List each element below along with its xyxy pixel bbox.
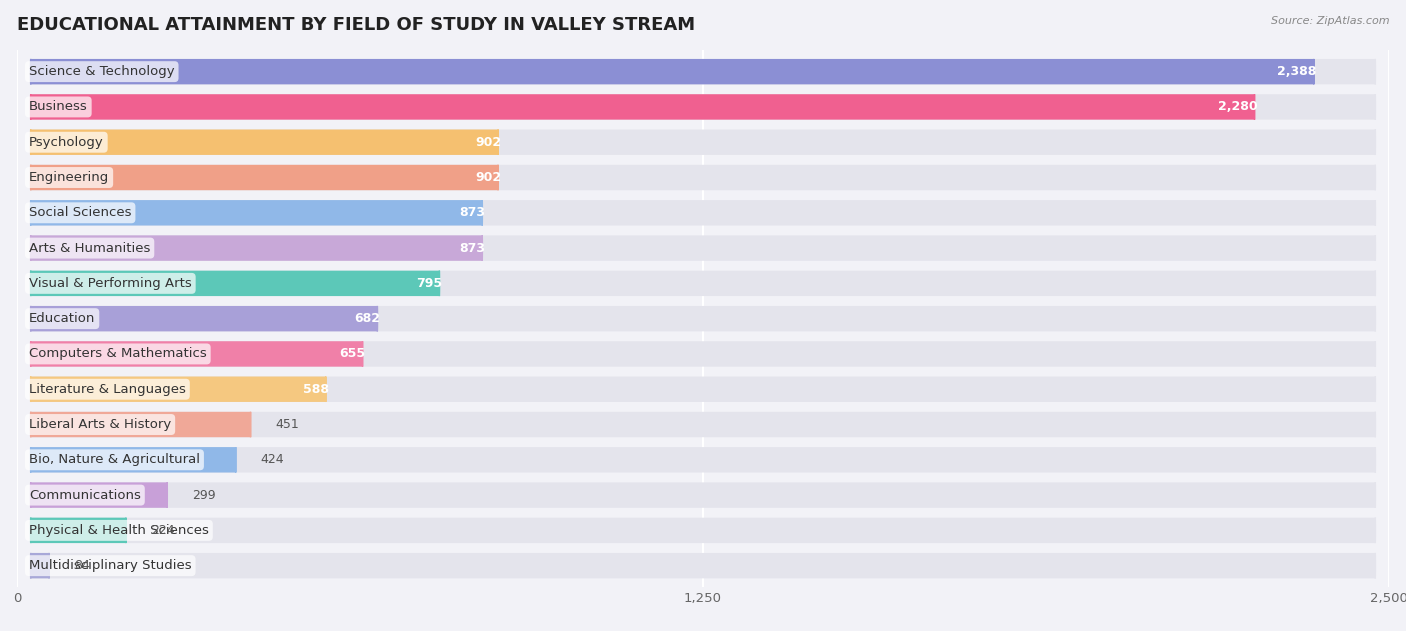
FancyBboxPatch shape — [31, 129, 1375, 155]
FancyBboxPatch shape — [31, 94, 1254, 120]
Text: 224: 224 — [150, 524, 174, 537]
Text: Bio, Nature & Agricultural: Bio, Nature & Agricultural — [30, 453, 200, 466]
Text: 424: 424 — [260, 453, 284, 466]
FancyBboxPatch shape — [31, 553, 49, 579]
Text: 682: 682 — [354, 312, 380, 325]
FancyBboxPatch shape — [31, 200, 482, 225]
Text: 2,388: 2,388 — [1277, 65, 1316, 78]
FancyBboxPatch shape — [31, 129, 498, 155]
FancyBboxPatch shape — [31, 165, 1375, 190]
FancyBboxPatch shape — [31, 59, 1375, 85]
FancyBboxPatch shape — [31, 165, 498, 190]
Text: Science & Technology: Science & Technology — [30, 65, 174, 78]
Text: 2,280: 2,280 — [1218, 100, 1257, 114]
FancyBboxPatch shape — [31, 447, 236, 473]
FancyBboxPatch shape — [31, 412, 250, 437]
Text: 299: 299 — [193, 488, 215, 502]
Text: EDUCATIONAL ATTAINMENT BY FIELD OF STUDY IN VALLEY STREAM: EDUCATIONAL ATTAINMENT BY FIELD OF STUDY… — [17, 16, 695, 34]
FancyBboxPatch shape — [31, 517, 127, 543]
FancyBboxPatch shape — [31, 412, 1375, 437]
Text: Visual & Performing Arts: Visual & Performing Arts — [30, 277, 191, 290]
FancyBboxPatch shape — [31, 341, 1375, 367]
Text: 588: 588 — [302, 383, 329, 396]
Text: 873: 873 — [460, 206, 485, 220]
FancyBboxPatch shape — [31, 94, 1375, 120]
FancyBboxPatch shape — [31, 377, 1375, 402]
FancyBboxPatch shape — [31, 482, 1375, 508]
Text: Education: Education — [30, 312, 96, 325]
Text: 84: 84 — [75, 559, 90, 572]
FancyBboxPatch shape — [31, 271, 440, 296]
FancyBboxPatch shape — [31, 200, 1375, 225]
Text: 655: 655 — [339, 348, 366, 360]
Text: Computers & Mathematics: Computers & Mathematics — [30, 348, 207, 360]
Text: Social Sciences: Social Sciences — [30, 206, 131, 220]
Text: 795: 795 — [416, 277, 443, 290]
FancyBboxPatch shape — [31, 271, 1375, 296]
FancyBboxPatch shape — [31, 447, 1375, 473]
FancyBboxPatch shape — [31, 59, 1313, 85]
Text: 451: 451 — [276, 418, 299, 431]
FancyBboxPatch shape — [31, 517, 1375, 543]
Text: Communications: Communications — [30, 488, 141, 502]
Text: Multidisciplinary Studies: Multidisciplinary Studies — [30, 559, 191, 572]
Text: Arts & Humanities: Arts & Humanities — [30, 242, 150, 254]
FancyBboxPatch shape — [31, 341, 363, 367]
Text: 902: 902 — [475, 136, 501, 149]
FancyBboxPatch shape — [31, 235, 482, 261]
FancyBboxPatch shape — [31, 235, 1375, 261]
FancyBboxPatch shape — [31, 553, 1375, 579]
FancyBboxPatch shape — [31, 377, 326, 402]
Text: Engineering: Engineering — [30, 171, 110, 184]
Text: Psychology: Psychology — [30, 136, 104, 149]
Text: Business: Business — [30, 100, 87, 114]
FancyBboxPatch shape — [31, 306, 1375, 331]
Text: 902: 902 — [475, 171, 501, 184]
Text: Source: ZipAtlas.com: Source: ZipAtlas.com — [1271, 16, 1389, 26]
Text: Liberal Arts & History: Liberal Arts & History — [30, 418, 172, 431]
Text: Physical & Health Sciences: Physical & Health Sciences — [30, 524, 209, 537]
FancyBboxPatch shape — [31, 306, 377, 331]
Text: 873: 873 — [460, 242, 485, 254]
Text: Literature & Languages: Literature & Languages — [30, 383, 186, 396]
FancyBboxPatch shape — [31, 482, 167, 508]
